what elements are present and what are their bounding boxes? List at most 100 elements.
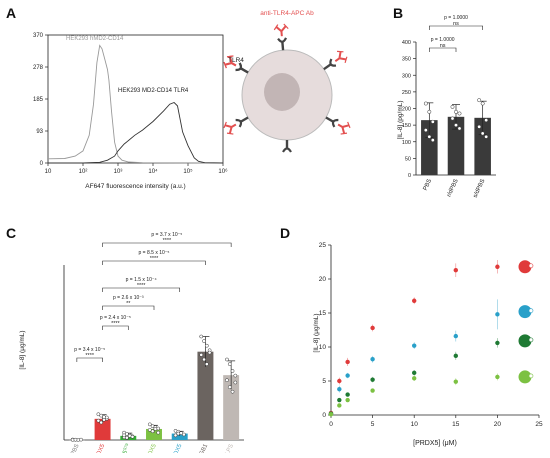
scatter-point xyxy=(453,379,458,384)
bar-chart-c-bracket xyxy=(102,305,155,310)
bar-chart-b-y-tick-label: 200 xyxy=(402,107,411,113)
protein-icons xyxy=(518,260,534,384)
antibody-chains xyxy=(223,121,234,135)
bar-chart-c: [IL-8] (μg/mL) PBS dsPRDX5 PRDX5S79 r/dPRDX… xyxy=(19,232,244,458)
bar-chart-c-category-label: s/dPRDX5 xyxy=(166,443,184,453)
bar-chart-b-point xyxy=(427,134,432,139)
panel-label-a: A xyxy=(6,5,16,21)
scatter-x-tick-label: 5 xyxy=(371,421,375,428)
bar-chart-b-point xyxy=(480,131,485,136)
bar-chart-b-y-tick-label: 250 xyxy=(402,90,411,96)
bar-chart-b-point xyxy=(427,109,432,114)
bar-chart-c-p-value: p = 3.7 x 10⁻⁵ xyxy=(151,232,182,238)
scatter-point xyxy=(370,357,375,362)
histogram-x-axis-label: AF647 fluorescence intensity (a.u.) xyxy=(85,183,185,190)
bar-chart-c-point xyxy=(130,434,135,439)
antibody-glyph xyxy=(223,55,237,69)
bar-chart-c-significance: **** xyxy=(150,256,159,262)
bar-chart-c-point xyxy=(153,427,158,431)
bar-chart-b-y-tick-label: 300 xyxy=(402,73,411,79)
bar-chart-b-point xyxy=(450,116,455,121)
bar-chart-c-point xyxy=(99,420,104,425)
scatter-point xyxy=(495,340,500,346)
bar-chart-c-significance: **** xyxy=(111,321,120,327)
bar-chart-c-point xyxy=(227,385,232,389)
scatter-x-axis-label: [PRDX5] (μM) xyxy=(413,440,457,447)
tlr4-receptor xyxy=(323,58,337,71)
bar-chart-c-bracket xyxy=(102,260,206,265)
bar-chart-b-significance: ns xyxy=(453,21,459,27)
scatter-point xyxy=(412,376,417,381)
bar-chart-c-bar xyxy=(223,375,240,440)
histogram-series xyxy=(47,44,224,164)
histogram-x-tick-label: 10 xyxy=(45,169,52,175)
scatter-point xyxy=(453,353,458,359)
histogram-y-tick-label: 278 xyxy=(33,65,44,71)
bar-chart-c-y-axis-label: [IL-8] (μg/mL) xyxy=(19,330,26,369)
bar-chart-c-p-value: p = 3.4 x 10⁻⁵ xyxy=(74,347,105,353)
bar-chart-b-category-label: r/dPBS xyxy=(446,178,459,198)
scatter-y-tick-label: 0 xyxy=(322,412,326,419)
histogram-ticks: 0 93 185 278 370 10 10² 10³ 10⁴ 10⁵ 10⁶ xyxy=(33,33,228,175)
tlr4-receptor xyxy=(235,62,249,74)
histogram-label-control: HEK293 hMD2-CD14 xyxy=(66,36,124,42)
bar-chart-b-point xyxy=(430,119,435,124)
bar-chart-b-point xyxy=(457,111,462,116)
bar-chart-c-category-label: PRDX5S79 xyxy=(113,442,132,453)
antibody-chains xyxy=(337,50,348,64)
scatter-x-tick-label: 0 xyxy=(329,421,333,428)
bar-chart-c-bracket xyxy=(102,325,129,330)
bar-chart-b-y-tick-label: 350 xyxy=(402,57,411,63)
antibody-arms xyxy=(224,55,237,67)
histogram-y-tick-label: 0 xyxy=(40,161,44,167)
bar-chart-b-significance: ns xyxy=(440,43,446,49)
antibody-glyph xyxy=(337,121,351,135)
histogram-label-tlr4: HEK293 MD2-CD14 TLR4 xyxy=(118,88,189,94)
cell-schematic: anti-TLR4-APC Ab TLR4 xyxy=(223,10,351,153)
bar-chart-c-p-value: p = 1.5 x 10⁻⁴ xyxy=(126,277,157,283)
bar-chart-b-bracket xyxy=(429,47,457,52)
receptor-head xyxy=(282,147,292,153)
bar-chart-b-p-value: p = 1.0000 xyxy=(444,15,468,21)
scatter-point xyxy=(345,359,350,365)
bar-chart-c-category-label: dsHMGB1 xyxy=(192,443,209,453)
bar-chart-c-category-label: LPS xyxy=(225,443,235,453)
panel-label-d: D xyxy=(280,225,290,241)
scatter-point xyxy=(370,377,375,382)
histogram-x-tick-label: 10² xyxy=(79,169,88,175)
bar-chart-b-bar xyxy=(474,117,491,175)
bar-chart-b-point xyxy=(477,124,482,129)
bar-chart-c-significance: **** xyxy=(163,238,172,244)
antibody-glyph xyxy=(223,121,237,135)
scatter-point xyxy=(370,388,375,393)
bar-chart-b-point xyxy=(423,128,428,133)
scatter-point xyxy=(412,298,417,303)
bar-chart-b-bar xyxy=(447,116,465,175)
bar-chart-c-point xyxy=(230,369,235,373)
bar-chart-b-y-tick-label: 50 xyxy=(405,156,411,162)
scatter-point xyxy=(337,403,342,408)
bar-chart-c-bracket xyxy=(76,357,103,362)
receptor-label: TLR4 xyxy=(228,57,244,64)
bar-chart-b-point xyxy=(423,101,428,106)
scatter-point xyxy=(370,325,375,331)
bar-chart-b-point xyxy=(454,109,458,114)
protein-icon xyxy=(518,370,532,384)
bar-chart-c-point xyxy=(96,418,101,423)
bar-chart-c-category-label: PBS xyxy=(70,443,81,453)
protein-icon-site xyxy=(528,373,534,379)
histogram-y-tick-label: 93 xyxy=(36,129,43,135)
bar-chart-c-bracket xyxy=(102,242,232,247)
bar-chart-c-point xyxy=(199,353,204,357)
scatter-point xyxy=(495,312,500,317)
bar-chart-c-point xyxy=(225,378,229,383)
bar-chart-b-category-label: PBS xyxy=(423,178,434,191)
receptor-head xyxy=(329,58,337,67)
scatter-point xyxy=(495,374,500,380)
bar-chart-b-category-label: s/dPBS xyxy=(473,178,487,199)
bar-chart-c-category-label: dsPRDX5 xyxy=(90,443,107,453)
protein-icon xyxy=(518,305,532,319)
scatter-point xyxy=(337,378,342,384)
scatter-point xyxy=(495,264,500,269)
scatter-point xyxy=(412,343,417,348)
